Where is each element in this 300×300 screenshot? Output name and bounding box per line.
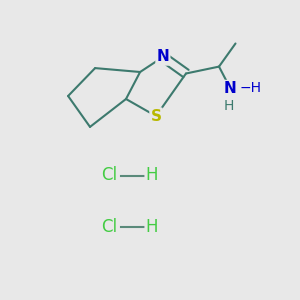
Text: Cl: Cl [101,167,118,184]
Text: H: H [145,167,158,184]
Text: H: H [224,99,234,113]
Text: S: S [151,109,161,124]
Text: N: N [157,50,169,64]
Text: −H: −H [240,82,262,95]
Text: Cl: Cl [101,218,118,236]
Text: H: H [145,218,158,236]
Text: N: N [224,81,237,96]
